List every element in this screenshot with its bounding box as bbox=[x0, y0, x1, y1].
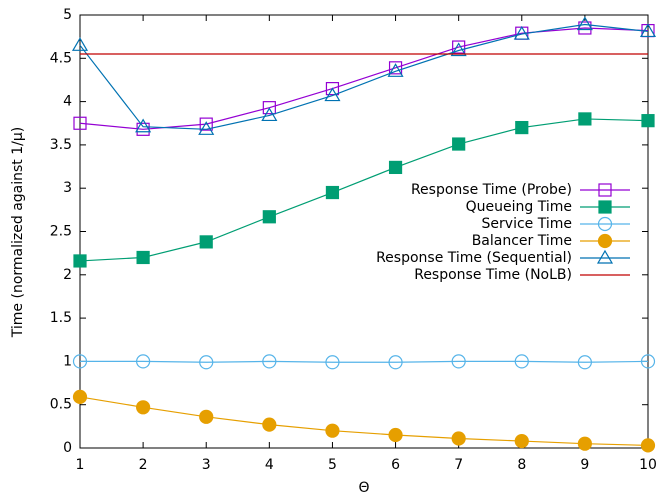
marker bbox=[262, 210, 276, 224]
series-line bbox=[79, 27, 649, 130]
marker bbox=[198, 121, 215, 135]
x-tick-label: 4 bbox=[265, 457, 274, 473]
x-tick-label: 2 bbox=[139, 457, 148, 473]
legend-marker bbox=[597, 233, 613, 249]
marker bbox=[199, 409, 214, 424]
marker bbox=[136, 250, 150, 265]
y-tick-label: 4 bbox=[63, 94, 72, 110]
marker bbox=[262, 417, 277, 432]
marker bbox=[388, 427, 403, 443]
marker bbox=[325, 423, 340, 438]
marker bbox=[577, 355, 592, 370]
series-line bbox=[80, 360, 649, 363]
marker bbox=[71, 37, 89, 51]
marker bbox=[73, 254, 87, 268]
x-tick-label: 7 bbox=[454, 457, 463, 473]
marker bbox=[325, 355, 340, 370]
x-tick-label: 1 bbox=[76, 457, 85, 473]
x-tick-label: 6 bbox=[391, 457, 400, 473]
marker bbox=[451, 431, 466, 446]
marker bbox=[388, 160, 403, 175]
marker bbox=[576, 16, 593, 31]
marker bbox=[639, 23, 657, 38]
marker bbox=[451, 354, 466, 369]
marker bbox=[325, 82, 340, 96]
x-tick-label: 10 bbox=[639, 457, 657, 473]
series-line bbox=[79, 118, 649, 262]
y-axis-label: Time (normalized against 1/μ) bbox=[10, 127, 26, 338]
legend-label: Response Time (Sequential) bbox=[376, 250, 572, 266]
marker bbox=[73, 116, 87, 130]
x-tick-label: 9 bbox=[580, 457, 589, 473]
y-tick-label: 4.5 bbox=[50, 50, 72, 66]
marker bbox=[513, 25, 530, 40]
y-tick-label: 0.5 bbox=[50, 397, 72, 413]
legend-label: Balancer Time bbox=[472, 233, 572, 249]
marker bbox=[199, 355, 214, 370]
y-tick-label: 0 bbox=[63, 440, 72, 456]
x-tick-label: 3 bbox=[202, 457, 211, 473]
marker bbox=[324, 87, 341, 102]
marker bbox=[135, 118, 152, 133]
legend-marker bbox=[598, 183, 612, 197]
marker bbox=[452, 40, 466, 54]
series-line bbox=[79, 23, 649, 130]
legend-marker bbox=[598, 200, 612, 214]
marker bbox=[578, 112, 592, 126]
y-tick-label: 1.5 bbox=[50, 310, 72, 326]
marker bbox=[199, 117, 213, 131]
legend-label: Response Time (Probe) bbox=[411, 182, 572, 198]
marker bbox=[452, 137, 466, 151]
x-tick-label: 5 bbox=[328, 457, 337, 473]
marker bbox=[325, 185, 340, 200]
marker bbox=[199, 235, 213, 249]
marker bbox=[640, 354, 656, 369]
marker bbox=[72, 354, 88, 369]
legend-marker bbox=[597, 216, 613, 232]
y-tick-label: 5 bbox=[63, 7, 72, 23]
marker bbox=[388, 355, 403, 370]
marker bbox=[262, 101, 276, 115]
legend-label: Queueing Time bbox=[466, 199, 572, 215]
x-axis-label: Θ bbox=[358, 480, 369, 496]
marker bbox=[641, 114, 655, 128]
marker bbox=[640, 438, 656, 453]
y-tick-label: 2.5 bbox=[50, 224, 72, 240]
marker bbox=[514, 433, 529, 449]
legend-label: Response Time (NoLB) bbox=[414, 267, 572, 283]
marker bbox=[388, 61, 403, 75]
marker bbox=[136, 354, 151, 369]
legend-marker bbox=[596, 249, 614, 264]
marker bbox=[450, 42, 467, 57]
marker bbox=[514, 354, 529, 369]
marker bbox=[387, 63, 404, 77]
marker bbox=[262, 354, 277, 369]
legend-label: Service Time bbox=[482, 216, 572, 232]
y-tick-label: 1 bbox=[63, 353, 72, 369]
y-tick-label: 3.5 bbox=[50, 137, 72, 153]
y-tick-label: 2 bbox=[63, 267, 72, 283]
marker bbox=[577, 436, 592, 451]
series-line bbox=[79, 396, 649, 447]
marker bbox=[72, 389, 88, 405]
marker bbox=[515, 120, 529, 135]
y-tick-label: 3 bbox=[63, 180, 72, 196]
x-tick-label: 8 bbox=[517, 457, 526, 473]
marker bbox=[261, 107, 278, 122]
marker bbox=[136, 400, 151, 415]
